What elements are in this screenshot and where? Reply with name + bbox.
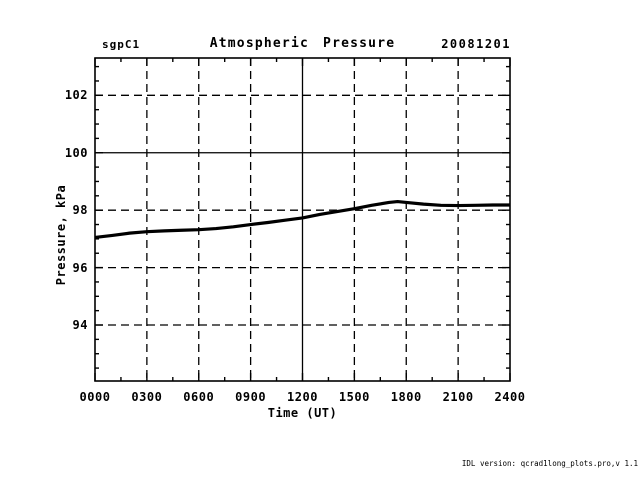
footer-right: IDL version: qcrad1long_plots.pro,v 1.1 …: [403, 445, 638, 480]
chart-title: Atmospheric Pressure: [209, 36, 396, 51]
x-tick-label: 0900: [235, 390, 267, 404]
x-tick-label: 0000: [79, 390, 111, 404]
x-tick-label: 2400: [494, 390, 526, 404]
y-tick-label: 96: [72, 260, 88, 275]
y-tick-label: 102: [64, 88, 88, 103]
x-tick-label: 0600: [183, 390, 215, 404]
date-label: 20081201: [441, 37, 511, 51]
y-tick-label: 98: [72, 203, 88, 218]
y-tick-label: 94: [72, 318, 88, 332]
x-tick-label: 0300: [131, 390, 163, 404]
y-tick-label: 100: [64, 145, 88, 160]
idl-version: IDL version: qcrad1long_plots.pro,v 1.1: [461, 459, 638, 469]
x-tick-label: 1200: [287, 390, 318, 404]
x-axis-title: Time (UT): [267, 406, 338, 420]
x-tick-label: 1800: [390, 390, 422, 404]
y-axis-title: Pressure, kPa: [54, 184, 68, 286]
site-label: sgpC1: [102, 38, 141, 51]
axes-box: [94, 57, 511, 382]
footer-left: Wed Dec 3 08:19:31 2008 Battelle Pacific…: [3, 451, 310, 480]
x-tick-label: 1500: [338, 390, 370, 404]
pressure-line: [94, 199, 510, 240]
x-tick-label: 2100: [442, 390, 474, 404]
